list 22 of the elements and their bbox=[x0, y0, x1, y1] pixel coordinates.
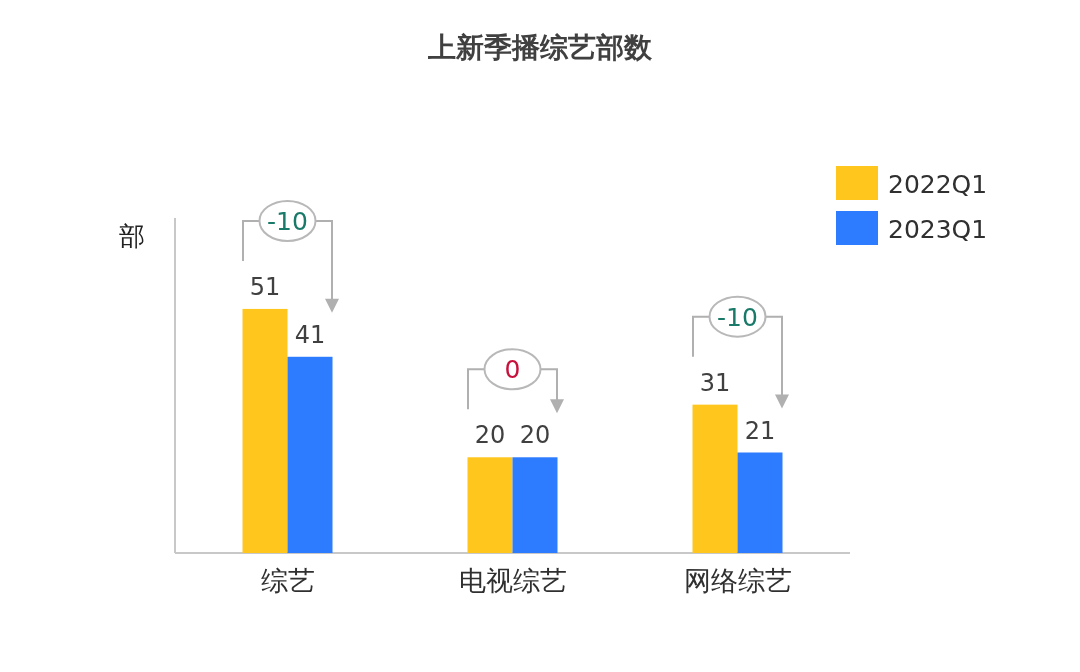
bar bbox=[242, 308, 288, 553]
bar bbox=[287, 356, 333, 553]
annotation: -10 bbox=[717, 302, 758, 332]
x-tick-label: 网络综艺 bbox=[683, 565, 792, 596]
bar bbox=[512, 457, 558, 553]
annotation: -10 bbox=[267, 206, 308, 236]
data-label: 20 bbox=[474, 421, 506, 450]
data-label: 51 bbox=[249, 272, 281, 301]
bar bbox=[467, 457, 513, 553]
y-axis-title: 部 bbox=[119, 221, 145, 251]
data-label: 31 bbox=[699, 368, 731, 397]
x-tick-label: 综艺 bbox=[260, 565, 315, 596]
legend-label: 2022Q1 bbox=[888, 170, 988, 199]
data-label: 41 bbox=[294, 320, 326, 349]
data-label: 21 bbox=[744, 416, 776, 445]
bar bbox=[737, 452, 783, 553]
data-label: 20 bbox=[519, 421, 551, 450]
legend-label: 2023Q1 bbox=[888, 215, 988, 244]
x-tick-label: 电视综艺 bbox=[458, 565, 567, 596]
bar bbox=[692, 404, 738, 553]
chart-title: 上新季播综艺部数 bbox=[427, 31, 653, 64]
annotation: 0 bbox=[504, 355, 521, 385]
